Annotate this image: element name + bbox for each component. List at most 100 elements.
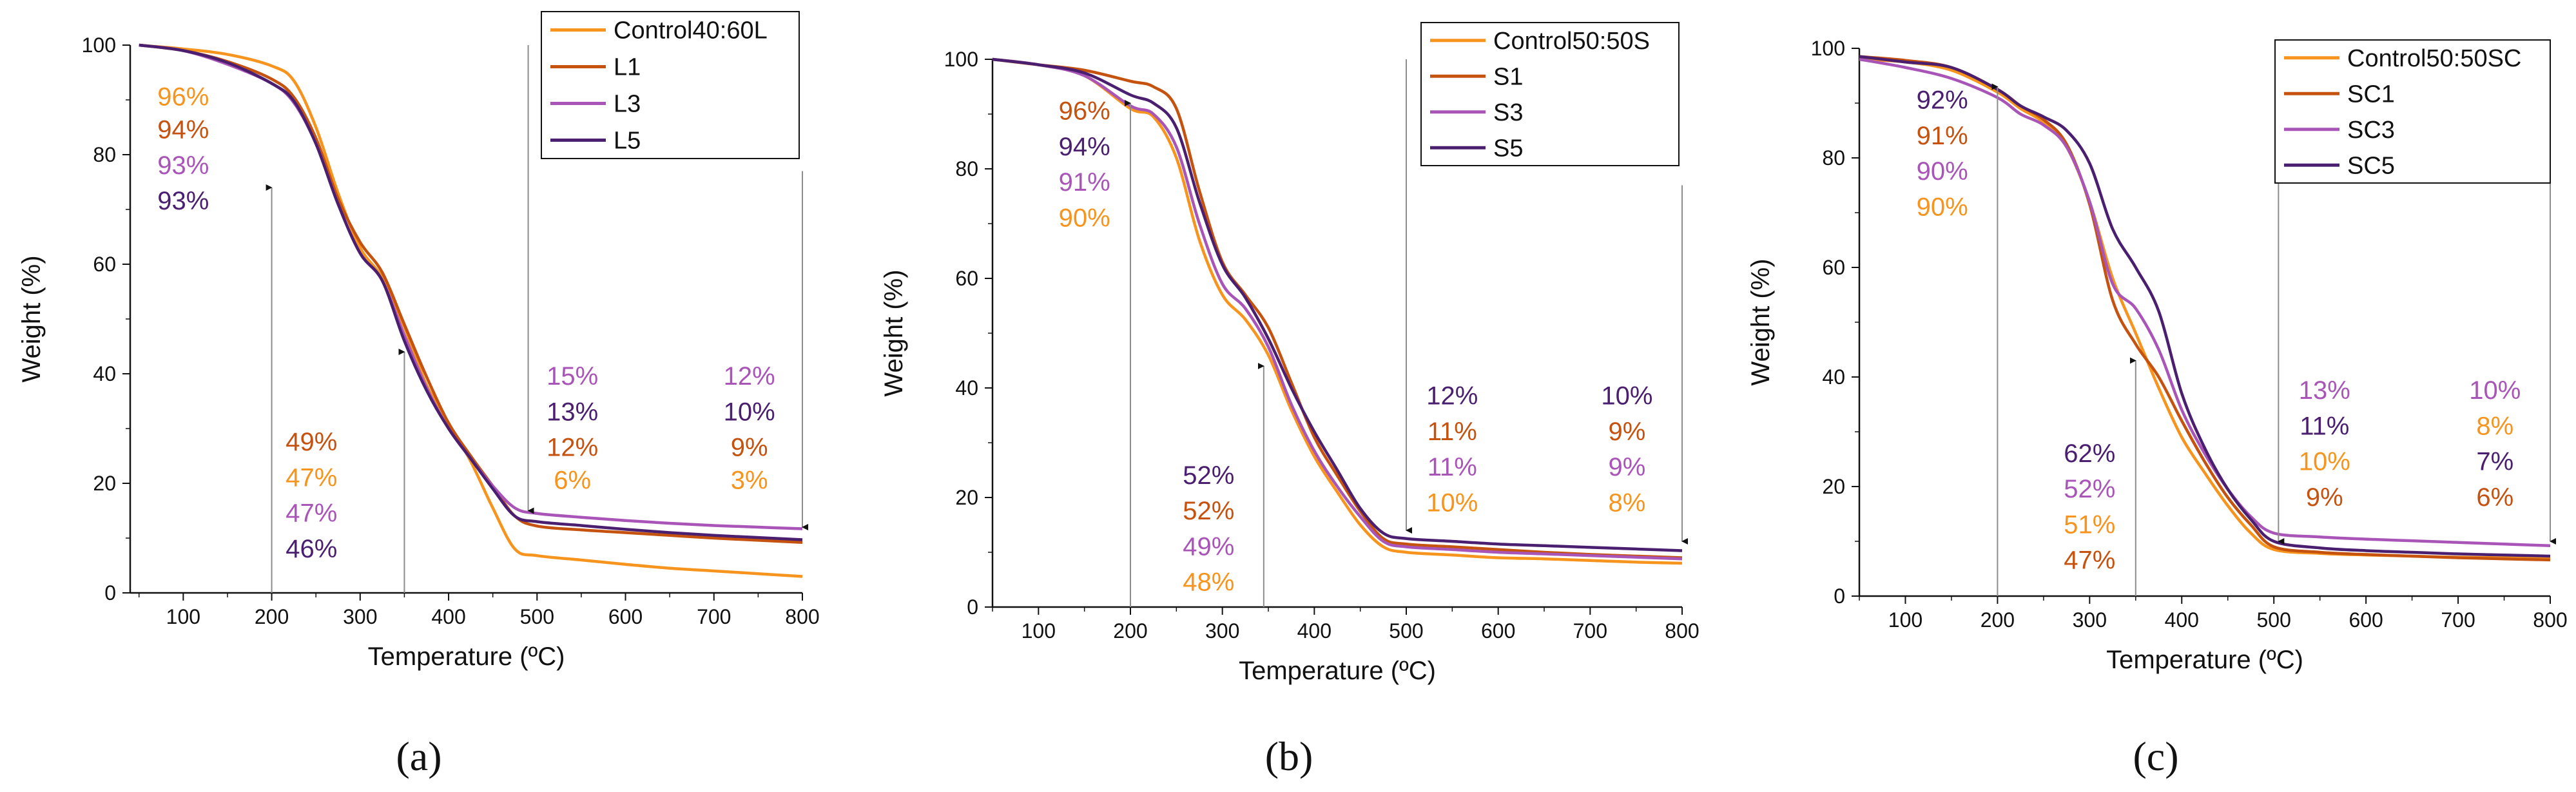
annotation-label: 7% (2476, 448, 2513, 476)
annotation-label: 49% (286, 428, 337, 456)
panel-label: (a) (396, 733, 441, 779)
x-tick-label: 100 (1888, 608, 1922, 632)
y-tick-label: 100 (82, 34, 116, 57)
x-tick-label: 700 (1573, 619, 1607, 642)
annotation-label: 6% (2476, 483, 2513, 512)
legend-label: S3 (1493, 99, 1523, 126)
annotation-label: 13% (547, 398, 598, 426)
panel-label: (b) (1265, 733, 1313, 779)
annotation-label: 10% (2299, 448, 2350, 476)
annotation-label: 96% (1059, 97, 1110, 126)
y-tick-label: 0 (1834, 584, 1845, 608)
y-tick-label: 80 (955, 157, 978, 180)
x-tick-label: 500 (2257, 608, 2291, 632)
legend: Control50:50SC SC1 SC3 SC5 (2274, 39, 2551, 184)
annotation-label: 3% (731, 467, 768, 495)
annotation-label: 9% (1608, 453, 1645, 481)
annotation-label: 12% (1426, 382, 1478, 410)
x-tick-label: 200 (1113, 619, 1147, 642)
y-tick-label: 0 (967, 595, 978, 619)
legend-label: L3 (614, 91, 641, 118)
x-tick-label: 400 (431, 605, 465, 628)
y-axis-title: Weight (%) (880, 269, 908, 396)
annotation-label: 8% (2476, 412, 2513, 440)
annotation-label: 10% (1601, 382, 1652, 410)
x-axis-title: Temperature (ºC) (2106, 646, 2303, 674)
y-tick-label: 20 (955, 486, 978, 509)
annotation-label: 9% (731, 434, 768, 462)
y-axis-title: Weight (%) (17, 255, 46, 382)
x-tick-label: 300 (2073, 608, 2107, 632)
series-line-Control50:50S (992, 57, 1683, 565)
x-tick-label: 800 (1665, 619, 1699, 642)
y-tick-label: 20 (1822, 475, 1845, 498)
annotation-label: 90% (1917, 157, 1968, 186)
chart-panel-1: 100 200 300 400 500 600 700 800 0 20 40 60 80 100 Temp… (17, 11, 820, 779)
annotation-label: 93% (157, 151, 209, 180)
legend: Control50:50S S1 S3 S5 (1420, 22, 1680, 166)
annotation-label: 11% (2300, 412, 2349, 440)
legend-label: S5 (1493, 135, 1523, 162)
annotation-label: 10% (2469, 376, 2521, 405)
y-tick-label: 40 (1822, 365, 1845, 389)
annotation-label: 90% (1917, 193, 1968, 221)
legend: Control40:60L L1 L3 L5 (541, 11, 800, 159)
legend-label: L1 (614, 54, 641, 81)
annotation-label: 10% (724, 398, 775, 426)
annotation-label: 91% (1917, 122, 1968, 150)
chart-panel-3: 100 200 300 400 500 600 700 800 0 20 40 60 80 100 Temp… (1747, 37, 2568, 779)
x-tick-label: 100 (1022, 619, 1056, 642)
legend-box (541, 11, 800, 159)
legend-label: SC3 (2347, 117, 2395, 144)
y-tick-label: 80 (1822, 146, 1845, 169)
legend-label: Control40:60L (614, 17, 768, 44)
x-tick-label: 400 (2165, 608, 2199, 632)
x-tick-label: 400 (1297, 619, 1332, 642)
x-axis-title: Temperature (ºC) (1239, 657, 1436, 685)
annotation-label: 93% (157, 187, 209, 215)
annotation-label: 49% (1183, 532, 1234, 561)
chart-panel-2: 100 200 300 400 500 600 700 800 0 20 40 60 80 100 Temp… (880, 22, 1700, 779)
y-tick-label: 60 (955, 267, 978, 290)
series-line-S3 (992, 57, 1683, 561)
annotation-label: 11% (1428, 453, 1477, 481)
annotation-label: 8% (1608, 488, 1645, 517)
series-line-SC5 (1859, 55, 2551, 558)
annotation-label: 11% (1428, 418, 1477, 446)
annotation-label: 46% (286, 535, 337, 563)
legend-label: S1 (1493, 63, 1523, 90)
x-tick-label: 200 (1980, 608, 2015, 632)
x-tick-label: 800 (785, 605, 819, 628)
legend-label: Control50:50S (1493, 28, 1650, 55)
annotation-label: 13% (2299, 376, 2350, 405)
x-tick-label: 800 (2533, 608, 2567, 632)
annotation-label: 9% (1608, 418, 1645, 446)
series-line-SC3 (1859, 57, 2551, 548)
annotation-label: 12% (547, 434, 598, 462)
panel-label: (c) (2133, 733, 2178, 779)
annotation-label: 10% (1426, 488, 1478, 517)
annotation-label: 90% (1059, 204, 1110, 232)
y-tick-label: 40 (93, 362, 116, 385)
annotation-label: 52% (1183, 497, 1234, 525)
x-tick-label: 700 (2441, 608, 2475, 632)
annotation-label: 47% (2064, 546, 2115, 575)
x-tick-label: 300 (343, 605, 377, 628)
annotation-label: 47% (286, 499, 337, 528)
x-tick-label: 600 (2348, 608, 2383, 632)
annotation-label: 47% (286, 463, 337, 492)
annotation-label: 96% (157, 83, 209, 111)
x-tick-label: 100 (166, 605, 200, 628)
annotation-label: 62% (2064, 439, 2115, 468)
legend-label: SC1 (2347, 81, 2395, 108)
annotation-label: 91% (1059, 168, 1110, 197)
y-tick-label: 100 (1811, 37, 1845, 60)
series-line-L1 (139, 43, 803, 545)
annotation-label: 52% (1183, 461, 1234, 490)
annotation-label: 92% (1917, 86, 1968, 115)
series-line-L5 (139, 43, 803, 541)
x-tick-label: 500 (520, 605, 554, 628)
annotation-label: 9% (2306, 483, 2343, 512)
legend-box (1420, 22, 1680, 166)
